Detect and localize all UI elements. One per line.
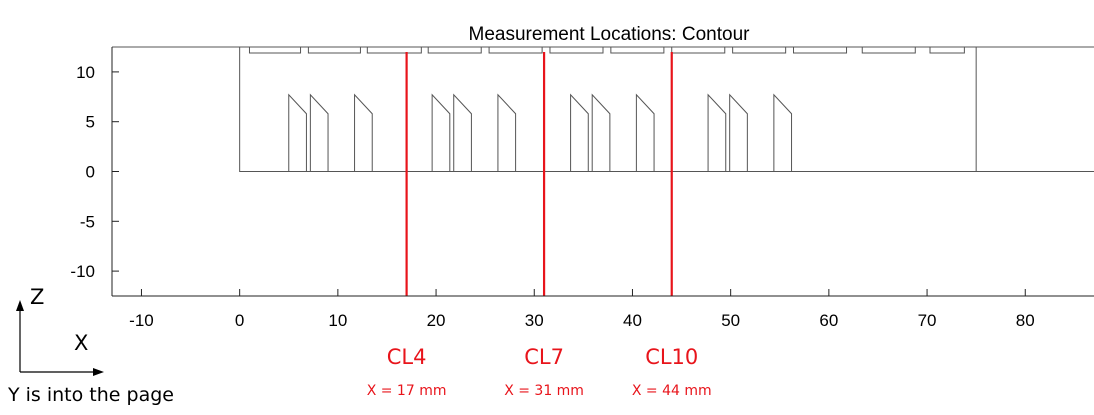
top-plate — [929, 46, 965, 54]
fin — [497, 93, 517, 172]
x-tick-label: 70 — [918, 311, 937, 330]
fin — [453, 93, 472, 172]
fin — [773, 93, 793, 172]
cut-line-position: X = 44 mm — [631, 383, 712, 399]
cut-line-name: CL10 — [645, 345, 699, 369]
top-plate — [732, 46, 787, 54]
top-plate — [793, 46, 848, 54]
x-tick-label: 0 — [235, 311, 244, 330]
cut-line-position: X = 31 mm — [504, 383, 584, 399]
fin — [635, 93, 655, 172]
fin — [288, 93, 307, 172]
x-tick-label: 30 — [525, 311, 544, 330]
top-plate — [549, 46, 604, 54]
coordinate-axes-icon — [16, 300, 104, 376]
top-plate — [671, 46, 726, 54]
top-plate — [488, 46, 543, 54]
x-axis-label: X — [74, 331, 89, 355]
cut-lines-layer — [405, 51, 673, 296]
cut-line-name: CL7 — [524, 345, 564, 369]
y-tick-label: -10 — [70, 262, 95, 281]
x-tick-label: -10 — [129, 311, 154, 330]
axes-layer: -10 0 10 20 30 40 50 60 70 80 -10 -5 0 5 10 — [70, 47, 1094, 330]
contour-outline — [239, 47, 1094, 172]
fin — [591, 93, 611, 172]
x-tick-label: 10 — [328, 311, 347, 330]
chart-title: Measurement Locations: Contour — [469, 24, 751, 45]
cut-line-name: CL4 — [386, 345, 427, 369]
z-axis-label: Z — [30, 285, 45, 309]
geometry-layer — [112, 46, 1094, 172]
fin — [707, 93, 727, 172]
x-tick-label: 60 — [819, 311, 838, 330]
fin — [431, 93, 451, 172]
y-tick-label: 5 — [86, 113, 95, 132]
top-plate — [610, 46, 665, 54]
y-tick-label: 0 — [86, 163, 95, 182]
fin — [570, 93, 589, 172]
y-tick-label: 10 — [76, 63, 95, 82]
x-tick-label: 40 — [623, 311, 642, 330]
top-plate — [307, 46, 361, 54]
x-tick-label: 80 — [1016, 311, 1035, 330]
top-plate — [366, 46, 422, 54]
y-tick-label: -5 — [80, 212, 95, 231]
top-plate — [861, 46, 916, 54]
fin — [309, 93, 329, 172]
fin — [729, 93, 748, 172]
top-plate — [248, 46, 302, 54]
top-plate — [427, 46, 482, 54]
axes-note: Y is into the page — [8, 384, 174, 406]
x-tick-label: 20 — [427, 311, 446, 330]
cut-line-position: X = 17 mm — [366, 383, 447, 399]
x-tick-label: 50 — [721, 311, 740, 330]
fin — [354, 93, 373, 172]
